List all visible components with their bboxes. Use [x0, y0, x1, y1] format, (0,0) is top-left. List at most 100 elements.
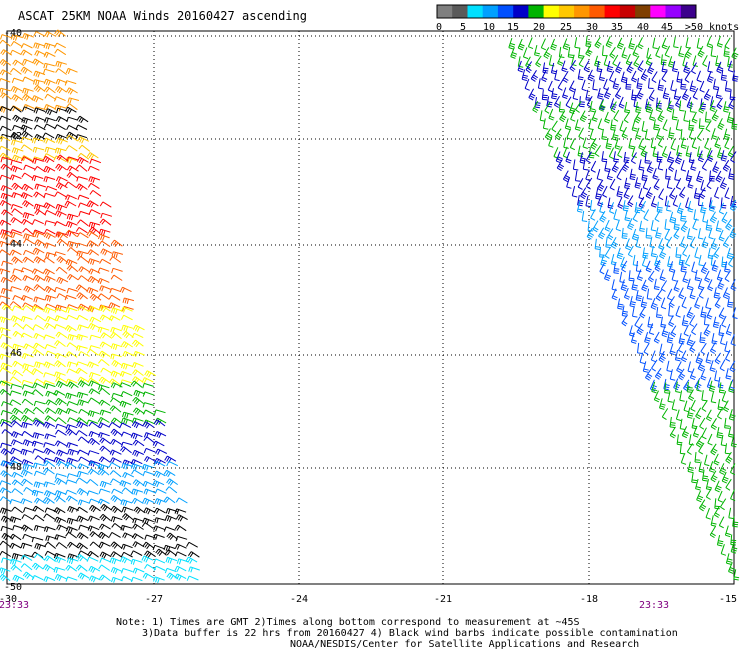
wind-barb [54, 340, 66, 347]
wind-barb [630, 332, 637, 344]
wind-barb [121, 568, 133, 574]
wind-barb [23, 407, 35, 415]
wind-barb [707, 433, 713, 446]
wind-barb [44, 407, 57, 415]
wind-barb [77, 152, 90, 160]
wind-barb [75, 124, 88, 130]
wind-barb [587, 69, 595, 82]
wind-barb [598, 69, 605, 82]
legend-tick: 20 [533, 22, 545, 33]
wind-barb [0, 78, 11, 83]
wind-barb [599, 246, 605, 258]
wind-barb [0, 69, 12, 76]
wind-barb [11, 407, 24, 415]
wind-barb [604, 219, 611, 232]
wind-barb [89, 316, 102, 323]
wind-barb [9, 456, 22, 463]
wind-barb [75, 477, 88, 484]
wind-barb [711, 333, 718, 345]
wind-barb [20, 43, 33, 49]
wind-barb [99, 285, 111, 292]
wind-barb [31, 489, 44, 497]
wind-barb [87, 468, 100, 476]
wind-barb [34, 183, 47, 190]
wind-barb [0, 367, 12, 374]
wind-barb [43, 62, 55, 69]
wind-barb [694, 247, 700, 259]
wind-barb [97, 463, 110, 471]
wind-barb [640, 200, 647, 213]
wind-barb [534, 44, 541, 57]
wind-barb [44, 322, 56, 329]
wind-barb [20, 554, 33, 562]
wind-barb [43, 306, 55, 314]
wind-barb [651, 71, 658, 84]
wind-barb [77, 136, 90, 144]
wind-barb [121, 324, 134, 332]
wind-barb [639, 306, 646, 319]
wind-barb [566, 128, 572, 141]
wind-barb [613, 109, 620, 122]
wind-barb [31, 95, 44, 103]
wind-barb [132, 324, 145, 332]
wind-barb [732, 307, 738, 319]
wind-barb [657, 79, 664, 91]
wind-barb [163, 544, 176, 552]
wind-barb [56, 256, 69, 264]
legend-tick: 15 [507, 22, 519, 33]
wind-barb [652, 168, 659, 180]
wind-barb [77, 380, 90, 388]
wind-barb [11, 471, 24, 478]
wind-barb [67, 97, 80, 104]
wind-barb [33, 107, 46, 114]
wind-barb [585, 169, 591, 182]
wind-barb [574, 170, 581, 182]
wind-barb [528, 88, 536, 101]
wind-barb [43, 576, 56, 583]
wind-barb [671, 109, 678, 121]
wind-barb [174, 551, 187, 557]
wind-barb [23, 164, 35, 170]
legend-border [436, 4, 697, 19]
wind-barb [588, 147, 595, 159]
wind-barb [132, 369, 144, 377]
wind-barb [152, 480, 165, 488]
wind-barb [697, 228, 704, 240]
wind-barb [609, 98, 617, 110]
wind-barb [703, 88, 712, 101]
wind-barb [110, 382, 123, 389]
wind-barb [21, 183, 34, 192]
wind-barb [109, 287, 122, 294]
wind-barb [55, 116, 68, 123]
wind-barb [142, 463, 154, 471]
wind-barb [0, 199, 12, 207]
wind-barb [0, 295, 11, 300]
wind-barb [76, 292, 88, 300]
wind-barb [22, 212, 35, 219]
wind-barb [0, 92, 12, 100]
wind-barb [602, 45, 608, 57]
wind-barb [597, 179, 605, 192]
wind-barb [121, 513, 134, 521]
wind-barb [111, 251, 124, 258]
wind-barb [679, 100, 685, 112]
wind-barb [12, 268, 25, 274]
wind-barb [110, 307, 123, 315]
wind-barb [605, 36, 613, 48]
wind-barb [165, 549, 177, 557]
wind-barb [675, 381, 681, 393]
wind-barb [708, 380, 716, 393]
wind-barb [674, 349, 681, 362]
wind-barb [729, 89, 736, 101]
wind-barb [55, 380, 68, 389]
wind-barb [594, 238, 601, 250]
wind-barb [704, 111, 711, 123]
wind-barb [703, 324, 711, 337]
wind-barb [0, 442, 12, 449]
wind-barb [76, 176, 88, 182]
wind-barb [636, 323, 644, 336]
wind-barb [571, 185, 578, 198]
wind-barb [708, 227, 714, 240]
wind-barb [53, 456, 66, 464]
wind-barb [141, 555, 154, 563]
